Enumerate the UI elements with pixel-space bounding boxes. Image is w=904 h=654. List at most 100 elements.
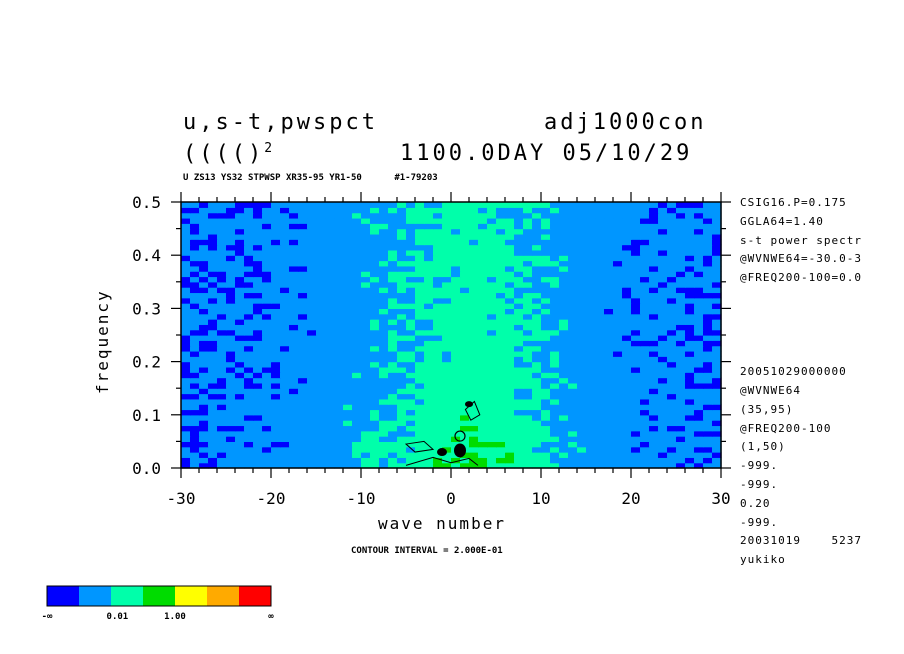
heatmap-cell [361,329,371,336]
heatmap-cell [244,233,254,240]
heatmap-cell [253,265,263,272]
heatmap-cell [226,287,236,294]
heatmap-cell [253,430,263,437]
heatmap-cell [550,260,560,267]
heatmap-cell [415,265,425,272]
heatmap-cell [334,276,344,283]
heatmap-cell [505,308,515,315]
heatmap-cell [532,223,542,230]
heatmap-cell [370,287,380,294]
heatmap-cell [262,244,272,251]
heatmap-cell [343,292,353,299]
heatmap-cell [451,223,461,230]
heatmap-cell [505,297,515,304]
heatmap-cell [388,420,398,427]
heatmap-cell [271,414,281,421]
heatmap-cell [613,207,623,214]
heatmap-cell [586,361,596,368]
heatmap-cell [316,430,326,437]
heatmap-cell [316,297,326,304]
heatmap-cell [532,430,542,437]
heatmap-cell [469,329,479,336]
heatmap-cell [388,345,398,352]
heatmap-cell [253,281,263,288]
heatmap-cell [523,388,533,395]
heatmap-cell [334,377,344,384]
x-tick-label: -10 [347,489,376,508]
heatmap-cell [190,319,200,325]
heatmap-cell [271,404,281,411]
heatmap-cell [289,446,299,453]
heatmap-cell [235,244,245,251]
heatmap-cell [190,462,200,469]
heatmap-cell [298,457,308,464]
heatmap-cell [415,345,425,352]
heatmap-cell [370,329,380,336]
heatmap-cell [649,271,659,278]
heatmap-cell [433,404,443,411]
heatmap-cell [469,452,479,458]
heatmap-cell [361,414,371,421]
heatmap-cell [703,297,713,304]
heatmap-cell [415,303,425,309]
heatmap-cell [370,292,380,299]
heatmap-cell [496,430,506,437]
heatmap-cell [604,228,614,235]
heatmap-cell [424,366,434,373]
heatmap-cell [208,366,218,373]
heatmap-cell [586,223,596,230]
heatmap-cell [307,350,317,357]
heatmap-cell [424,223,434,230]
heatmap-cell [424,260,434,267]
heatmap-cell [703,233,713,240]
heatmap-cell [433,265,443,272]
heatmap-cell [487,398,497,405]
heatmap-cell [352,414,362,421]
heatmap-cell [559,441,569,448]
heatmap-cell [514,319,524,325]
heatmap-cell [460,436,470,442]
heatmap-cell [298,244,308,251]
heatmap-cell [316,340,326,347]
heatmap-cell [334,207,344,214]
heatmap-cell [694,324,704,331]
heatmap-cell [199,255,209,262]
heatmap-cell [190,441,200,448]
heatmap-cell [397,404,407,411]
heatmap-cell [244,319,254,325]
heatmap-cell [703,414,713,421]
heatmap-cell [712,436,722,442]
heatmap-cell [613,404,623,411]
heatmap-cell [181,420,191,427]
heatmap-cell [667,420,677,427]
heatmap-cell [703,207,713,214]
heatmap-cell [496,361,506,368]
heatmap-cell [577,287,587,294]
heatmap-cell [514,212,524,219]
heatmap-cell [541,462,551,469]
heatmap-cell [433,361,443,368]
heatmap-cell [415,452,425,458]
heatmap-cell [694,271,704,278]
heatmap-cell [289,244,299,251]
heatmap-cell [460,271,470,278]
heatmap-cell [334,388,344,395]
heatmap-cell [334,340,344,347]
heatmap-cell [658,388,668,395]
heatmap-cell [433,324,443,331]
heatmap-cell [631,276,641,283]
heatmap-cell [667,361,677,368]
heatmap-cell [397,281,407,288]
heatmap-cell [370,255,380,262]
heatmap-cell [334,436,344,442]
heatmap-cell [244,388,254,395]
heatmap-cell [289,356,299,363]
heatmap-cell [541,382,551,389]
heatmap-cell [397,335,407,341]
heatmap-cell [532,350,542,357]
heatmap-cell [613,233,623,240]
heatmap-cell [217,404,227,411]
heatmap-cell [541,239,551,246]
heatmap-cell [676,287,686,294]
heatmap-cell [442,462,452,469]
